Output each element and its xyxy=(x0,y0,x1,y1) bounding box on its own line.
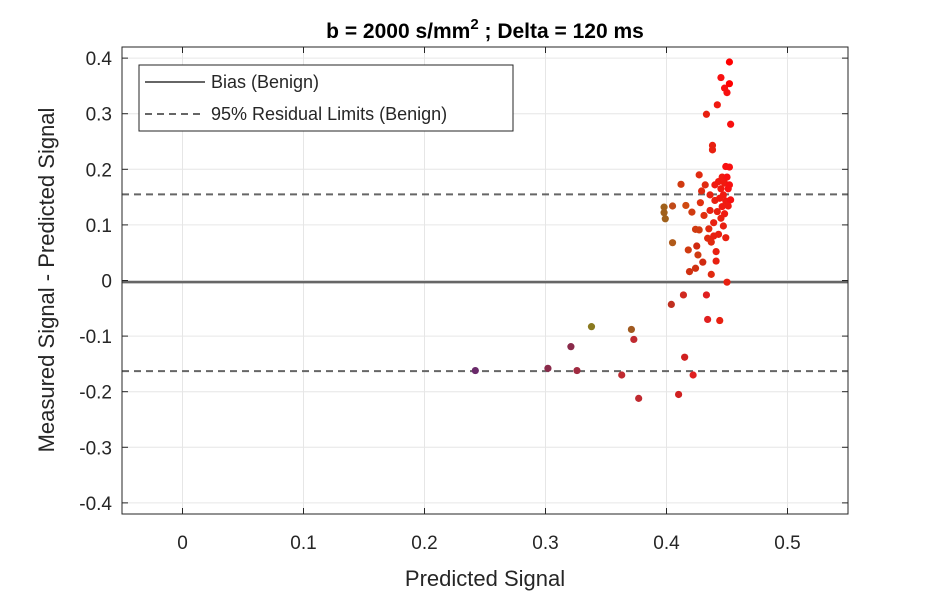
data-point xyxy=(713,207,721,216)
x-tick-label: 0.4 xyxy=(653,533,680,554)
data-point xyxy=(701,181,709,189)
data-point xyxy=(724,202,732,210)
data-point xyxy=(691,264,700,272)
data-point xyxy=(706,191,714,199)
data-point xyxy=(714,230,723,238)
data-point xyxy=(694,251,702,259)
y-tick-label: -0.3 xyxy=(79,438,112,459)
data-point xyxy=(695,171,703,179)
data-point xyxy=(727,120,735,128)
y-tick-label: -0.1 xyxy=(79,327,112,348)
data-point xyxy=(630,335,638,344)
legend-bias-label: Bias (Benign) xyxy=(211,72,319,92)
y-tick-labels: 0.4 0.3 0.2 0.1 0 -0.1 -0.2 -0.3 -0.4 xyxy=(79,49,112,515)
data-point xyxy=(635,394,643,402)
x-axis-label: Predicted Signal xyxy=(405,566,565,591)
data-point xyxy=(719,222,727,230)
data-point xyxy=(705,225,713,233)
data-point xyxy=(702,110,711,118)
data-point xyxy=(720,210,729,218)
data-point xyxy=(725,80,734,88)
data-point xyxy=(710,219,718,227)
data-point xyxy=(567,343,575,351)
data-point xyxy=(660,209,668,217)
data-point xyxy=(712,257,720,265)
data-point xyxy=(684,246,692,254)
data-point xyxy=(704,315,712,324)
data-point xyxy=(699,258,707,266)
data-point xyxy=(677,180,685,188)
data-point xyxy=(661,215,669,223)
data-point xyxy=(712,247,720,256)
data-point xyxy=(717,185,725,193)
data-point xyxy=(706,206,714,215)
data-point xyxy=(660,203,668,211)
data-point xyxy=(719,191,727,199)
x-tick-labels: 0 0.1 0.2 0.3 0.4 0.5 xyxy=(177,533,801,554)
x-tick-label: 0.2 xyxy=(411,533,437,554)
data-point xyxy=(668,239,677,247)
data-point xyxy=(702,291,711,299)
y-tick-label: -0.2 xyxy=(79,383,112,404)
data-point xyxy=(717,73,725,82)
data-point xyxy=(723,173,731,181)
data-point xyxy=(723,278,731,286)
data-point xyxy=(725,181,734,189)
data-point xyxy=(722,234,730,242)
data-point xyxy=(627,325,636,334)
data-point xyxy=(689,371,697,379)
y-tick-label: 0.3 xyxy=(86,105,112,126)
data-point xyxy=(668,202,677,210)
data-point xyxy=(679,291,688,299)
data-point xyxy=(700,211,708,220)
data-point xyxy=(693,242,701,250)
data-point xyxy=(718,202,726,211)
legend-box xyxy=(138,64,514,132)
y-tick-label: 0 xyxy=(101,272,112,293)
y-tick-label: -0.4 xyxy=(79,494,112,515)
data-point xyxy=(716,316,724,325)
x-tick-label: 0.3 xyxy=(532,533,558,554)
data-point xyxy=(667,300,675,309)
data-point xyxy=(725,163,734,171)
data-point xyxy=(682,201,690,210)
data-point xyxy=(727,196,735,204)
y-tick-label: 0.2 xyxy=(86,160,112,181)
data-point xyxy=(708,146,717,154)
data-point xyxy=(675,390,683,399)
data-point xyxy=(707,270,715,278)
legend: Bias (Benign) 95% Residual Limits (Benig… xyxy=(138,64,514,132)
data-point xyxy=(618,371,626,379)
y-tick-label: 0.1 xyxy=(86,216,112,237)
data-point xyxy=(681,353,689,361)
legend-limits-label: 95% Residual Limits (Benign) xyxy=(211,104,447,124)
y-axis-label: Measured Signal - Predicted Signal xyxy=(34,108,59,453)
x-tick-label: 0 xyxy=(177,533,188,554)
data-points xyxy=(471,58,735,402)
data-point xyxy=(471,366,479,375)
data-point xyxy=(685,268,694,276)
title-main: b = 2000 s/mm xyxy=(326,20,470,43)
data-point xyxy=(713,101,721,109)
data-point xyxy=(696,199,704,207)
axis-ticks xyxy=(122,47,848,514)
chart-title: b = 2000 s/mm2 ; Delta = 120 ms xyxy=(326,16,644,43)
x-tick-label: 0.5 xyxy=(774,533,800,554)
x-tick-label: 0.1 xyxy=(290,533,316,554)
data-point xyxy=(573,366,581,375)
title-superscript: 2 xyxy=(470,16,478,33)
data-point xyxy=(725,58,734,66)
data-point xyxy=(697,187,706,195)
data-point xyxy=(723,88,731,97)
data-point xyxy=(688,208,696,216)
y-tick-label: 0.4 xyxy=(86,49,113,70)
data-point xyxy=(587,323,596,331)
title-suffix: ; Delta = 120 ms xyxy=(479,20,644,43)
data-point xyxy=(544,364,552,372)
data-point xyxy=(707,238,715,246)
data-point xyxy=(695,226,703,234)
